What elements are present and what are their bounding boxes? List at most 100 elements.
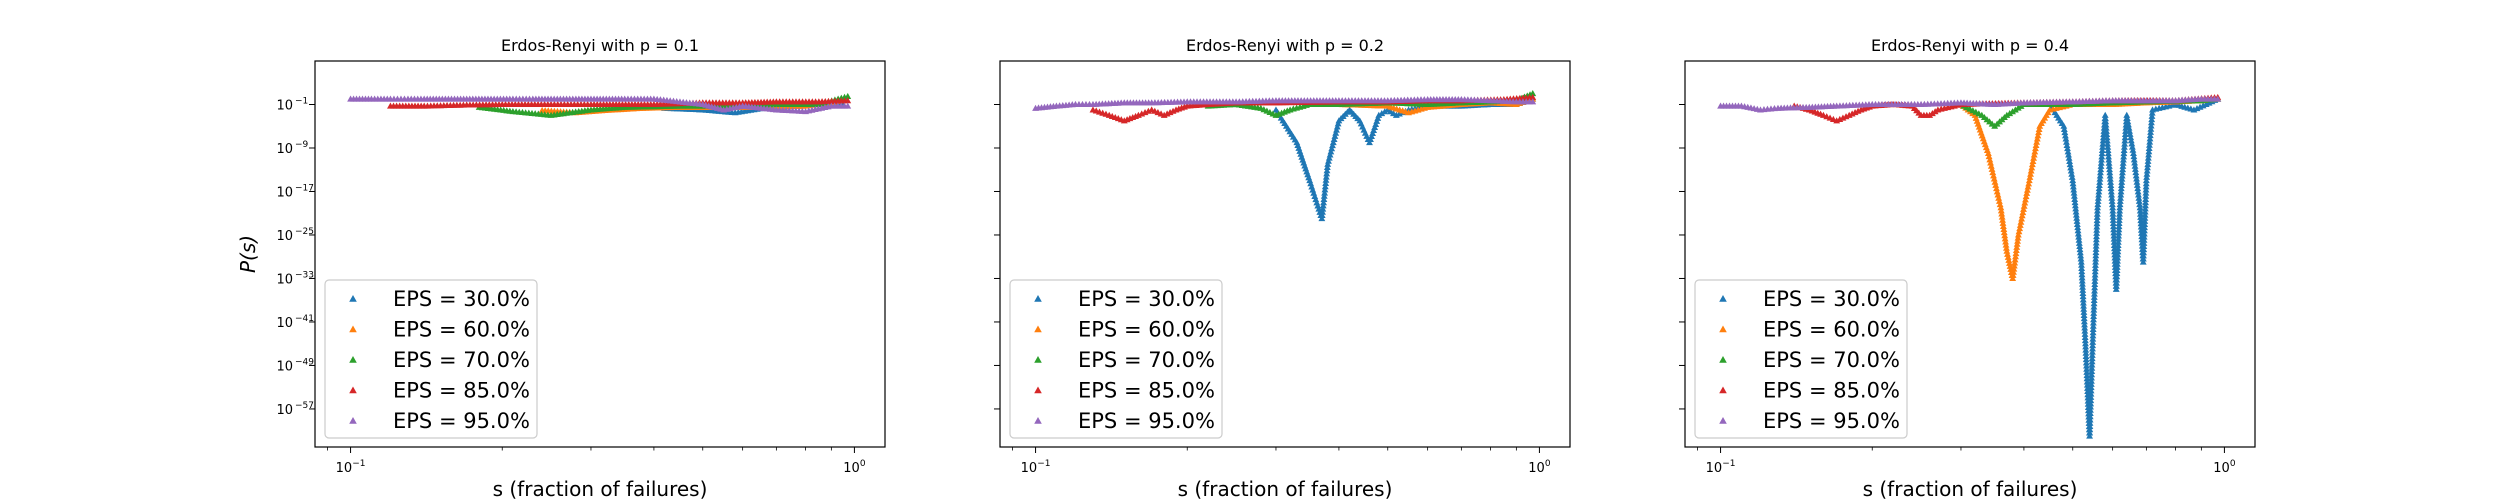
data-point (1323, 163, 1331, 171)
legend-marker (1034, 325, 1042, 333)
data-point (2090, 306, 2098, 313)
data-point (2034, 132, 2042, 139)
data-point (2097, 169, 2104, 176)
data-point (1318, 211, 1326, 218)
data-point (1987, 162, 1995, 169)
data-point (2109, 210, 2117, 217)
data-point (2076, 249, 2084, 256)
data-point (2065, 154, 2073, 161)
y-tick-exponent: −1 (295, 96, 308, 106)
data-point (2006, 109, 2014, 117)
data-point (2093, 226, 2101, 233)
data-point (2102, 121, 2110, 128)
data-point (2060, 122, 2068, 129)
data-point (2005, 256, 2013, 263)
data-point (1987, 159, 1994, 166)
data-point (2144, 157, 2152, 164)
data-point (2090, 293, 2098, 300)
data-point (2126, 130, 2134, 137)
data-point (2135, 197, 2143, 204)
data-point (2013, 240, 2021, 247)
data-point (2114, 251, 2122, 258)
data-point (1993, 188, 2001, 195)
y-tick-label: 10 (276, 359, 293, 374)
data-point (2014, 237, 2021, 244)
data-point (2140, 249, 2148, 256)
data-point (2113, 263, 2121, 270)
data-point (2130, 153, 2138, 160)
data-point (2061, 129, 2069, 136)
x-tick-label: 10−1 (336, 459, 366, 476)
data-point (2080, 302, 2087, 309)
data-point (1529, 90, 1537, 97)
data-point (2108, 194, 2116, 201)
data-point (2088, 361, 2096, 368)
data-point (2094, 201, 2102, 208)
data-point (2124, 118, 2132, 125)
data-point (2142, 195, 2150, 202)
data-point (2140, 239, 2148, 246)
data-point (1320, 195, 1328, 202)
data-point (844, 92, 852, 99)
data-point (2146, 141, 2153, 148)
data-point (2010, 265, 2018, 272)
legend-entry: EPS = 95.0% (393, 409, 530, 433)
data-point (2024, 183, 2032, 190)
data-point (2093, 220, 2101, 227)
data-point (2098, 150, 2106, 157)
data-point (1926, 111, 1934, 118)
legend-marker (349, 356, 357, 363)
data-point (2087, 393, 2095, 400)
data-point (2074, 224, 2082, 231)
data-point (2113, 270, 2121, 277)
x-tick-label: 10−1 (1706, 459, 1736, 476)
data-point (2068, 170, 2076, 177)
data-point (2128, 140, 2136, 147)
data-point (2214, 95, 2222, 102)
y-tick-exponent: −33 (295, 270, 314, 280)
data-point (2140, 230, 2148, 237)
data-point (2086, 429, 2094, 436)
data-point (2110, 229, 2118, 236)
data-point (2088, 354, 2096, 362)
data-point (1529, 98, 1537, 105)
data-point (2096, 175, 2104, 182)
data-point (2118, 178, 2126, 185)
data-point (2144, 164, 2151, 171)
y-tick-label: 10 (276, 229, 293, 244)
data-point (2082, 352, 2090, 359)
data-point (2093, 229, 2101, 236)
data-point (2098, 153, 2106, 160)
data-point (2119, 162, 2127, 169)
data-point (2011, 259, 2019, 266)
data-point (2110, 226, 2118, 233)
data-point (2120, 150, 2128, 157)
data-point (2148, 112, 2156, 119)
data-point (2027, 167, 2035, 174)
data-point (2074, 230, 2082, 237)
data-point (2088, 367, 2096, 374)
chart-panel-3: 10−1 100 Erdos-Renyi with p = 0.4 s (fracti… (1679, 36, 2256, 500)
data-point (2127, 133, 2135, 141)
data-point (1997, 204, 2005, 211)
data-point (2033, 135, 2041, 142)
data-point (2066, 157, 2074, 164)
data-point (2011, 106, 2019, 113)
data-point (2070, 189, 2078, 196)
data-point (2132, 169, 2140, 176)
data-point (2115, 213, 2123, 220)
data-point (2003, 247, 2011, 254)
data-point (2092, 248, 2100, 256)
data-point (2099, 143, 2106, 150)
data-point (2094, 207, 2101, 214)
data-point (2094, 194, 2102, 201)
series-4 (1089, 93, 1537, 124)
chart-title: Erdos-Renyi with p = 0.1 (501, 36, 699, 55)
data-point (2147, 125, 2155, 132)
data-point (1996, 200, 2004, 208)
data-point (1331, 132, 1339, 139)
series-5 (347, 95, 852, 115)
data-point (2086, 419, 2094, 426)
data-point (2133, 175, 2140, 182)
